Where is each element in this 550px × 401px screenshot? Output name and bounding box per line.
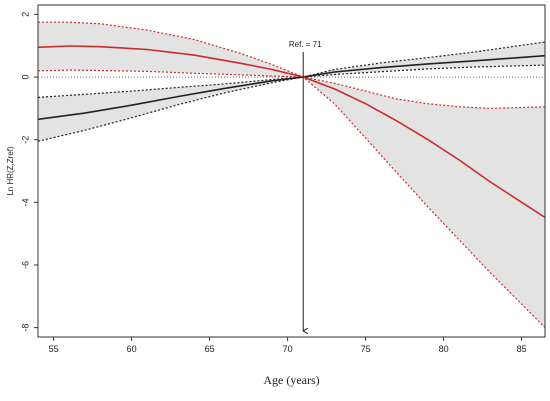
y-tick-label-0: 0 bbox=[20, 75, 30, 80]
confidence-band-black bbox=[38, 42, 545, 142]
axis-ticks: 55 60 65 70 75 80 85 2 0 -2 -4 -6 -8 bbox=[20, 12, 526, 354]
y-axis-title: Ln HR(Z,Zref) bbox=[6, 146, 15, 196]
confidence-band-red bbox=[38, 22, 545, 328]
x-axis-title: Age (years) bbox=[263, 373, 319, 387]
lower-bound-black bbox=[38, 64, 545, 142]
series-line-black bbox=[38, 54, 545, 121]
upper-bound-black bbox=[38, 41, 545, 98]
plot-frame bbox=[37, 4, 546, 338]
x-tick-label-75: 75 bbox=[361, 344, 371, 354]
x-tick-label-55: 55 bbox=[49, 344, 59, 354]
y-tick-label--8: -8 bbox=[20, 324, 30, 332]
x-tick-label-65: 65 bbox=[205, 344, 215, 354]
reference-label: Ref. = 71 bbox=[289, 40, 322, 49]
x-tick-label-70: 70 bbox=[283, 344, 293, 354]
x-tick-label-80: 80 bbox=[439, 344, 449, 354]
y-tick-label--2: -2 bbox=[20, 136, 30, 144]
confidence-bands bbox=[38, 22, 545, 328]
y-tick-label--6: -6 bbox=[20, 261, 30, 269]
x-tick-label-85: 85 bbox=[517, 344, 527, 354]
y-tick-label-2: 2 bbox=[20, 12, 30, 17]
y-tick-label--4: -4 bbox=[20, 198, 30, 206]
x-tick-label-60: 60 bbox=[127, 344, 137, 354]
